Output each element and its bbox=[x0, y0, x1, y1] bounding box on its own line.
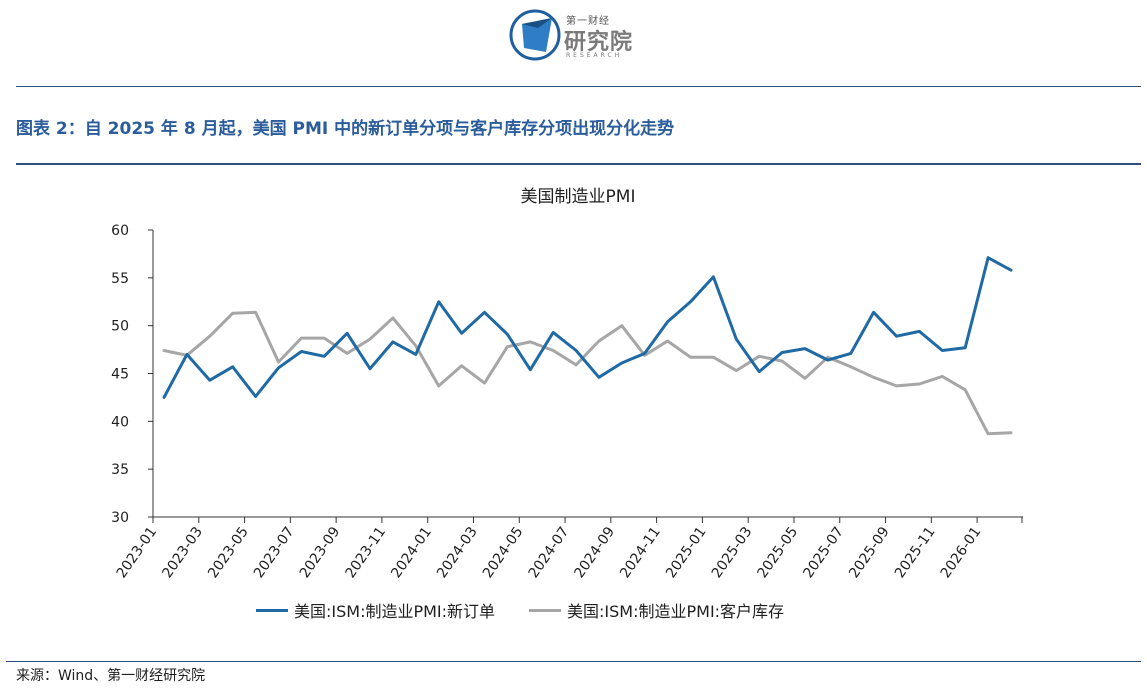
logo-cn-small: 第一财经 bbox=[566, 16, 610, 27]
footer-divider bbox=[6, 661, 1141, 662]
x-tick-label: 2024-01 bbox=[388, 524, 435, 581]
legend-item-new-orders: 美国:ISM:制造业PMI:新订单 bbox=[256, 598, 495, 622]
legend-swatch-customer-inventory bbox=[529, 608, 562, 612]
y-tick-label: 45 bbox=[111, 367, 129, 383]
x-tick-label: 2023-07 bbox=[251, 524, 298, 581]
x-tick-label: 2023-05 bbox=[205, 524, 252, 581]
x-tick-label: 2026-01 bbox=[938, 524, 985, 581]
logo-en: RESEARCH bbox=[566, 52, 623, 59]
x-tick-label: 2025-01 bbox=[663, 524, 710, 581]
x-tick-label: 2025-09 bbox=[846, 524, 893, 581]
x-tick-label: 2023-11 bbox=[343, 524, 390, 581]
chart-title: 美国制造业PMI bbox=[521, 187, 636, 207]
top-divider bbox=[16, 86, 1141, 87]
y-tick-label: 30 bbox=[111, 510, 129, 526]
x-tick-label: 2023-03 bbox=[159, 524, 206, 581]
x-tick-label: 2025-07 bbox=[800, 524, 847, 581]
x-tick-label: 2023-09 bbox=[297, 524, 344, 581]
x-tick-label: 2023-01 bbox=[114, 524, 161, 581]
y-tick-label: 60 bbox=[111, 223, 129, 239]
y-tick-label: 40 bbox=[111, 414, 129, 430]
logo-emblem-icon bbox=[509, 9, 561, 61]
x-tick-label: 2024-11 bbox=[617, 524, 664, 581]
series-line-new-orders bbox=[162, 256, 1013, 399]
x-tick-label: 2024-05 bbox=[480, 524, 527, 581]
y-tick-label: 55 bbox=[111, 271, 129, 287]
source-note: 来源：Wind、第一财经研究院 bbox=[16, 668, 206, 684]
x-tick-label: 2025-11 bbox=[892, 524, 939, 581]
x-tick-label: 2025-03 bbox=[709, 524, 756, 581]
logo-cn-big: 研究院 bbox=[564, 30, 634, 55]
title-divider bbox=[16, 163, 1141, 165]
chart-legend: 美国:ISM:制造业PMI:新订单 美国:ISM:制造业PMI:客户库存 bbox=[256, 598, 784, 622]
y-tick-label: 50 bbox=[111, 319, 129, 335]
x-tick-label: 2024-07 bbox=[526, 524, 573, 581]
legend-swatch-new-orders bbox=[256, 608, 288, 612]
y-tick-label: 35 bbox=[111, 462, 129, 478]
series-line-customer-inventory bbox=[162, 310, 1013, 436]
x-tick-label: 2024-03 bbox=[434, 524, 481, 581]
research-logo: 第一财经 研究院 RESEARCH bbox=[508, 6, 648, 64]
legend-label-new-orders: 美国:ISM:制造业PMI:新订单 bbox=[294, 602, 496, 621]
x-tick-label: 2025-05 bbox=[755, 524, 802, 581]
figure-title: 图表 2：自 2025 年 8 月起，美国 PMI 中的新订单分项与客户库存分项… bbox=[16, 119, 675, 139]
legend-label-customer-inventory: 美国:ISM:制造业PMI:客户库存 bbox=[567, 602, 785, 621]
legend-item-customer-inventory: 美国:ISM:制造业PMI:客户库存 bbox=[529, 598, 784, 622]
x-tick-label: 2024-09 bbox=[571, 524, 618, 581]
